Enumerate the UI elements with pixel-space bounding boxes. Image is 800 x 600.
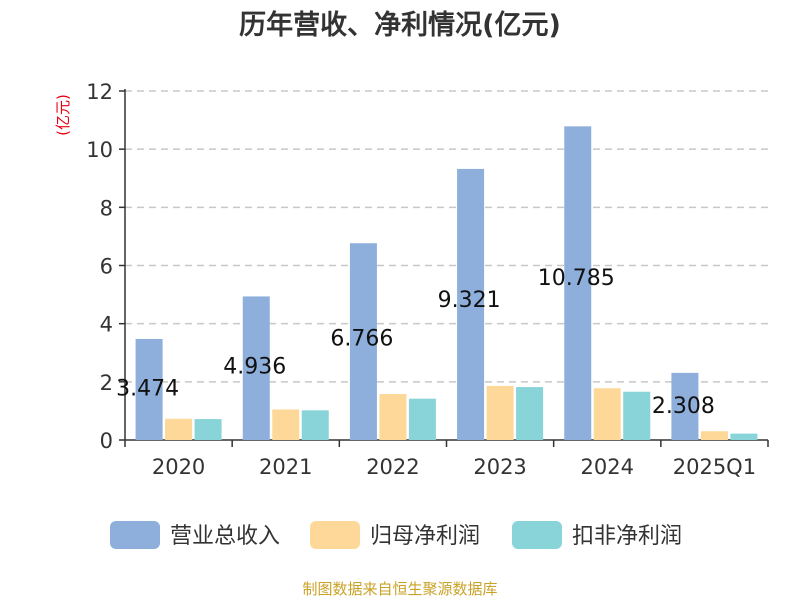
bar-2-3 [516,387,544,440]
bar-2-2 [408,398,436,440]
data-label: 4.936 [223,354,286,379]
data-label: 3.474 [116,376,179,401]
x-tick-label: 2022 [366,455,419,479]
data-label: 2.308 [652,394,715,419]
data-labels: 3.474 4.936 6.766 9.321 10.785 2.308 [116,266,715,419]
legend-label-2[interactable]: 扣非净利润 [572,524,682,549]
bar-1-2 [379,394,407,440]
x-tick-label: 2025Q1 [673,455,756,479]
bar-1-4 [593,388,621,440]
y-axis-unit-label: (亿元) [54,94,72,136]
bar-0-2 [349,243,377,440]
bar-0-3 [457,168,485,440]
bar-0-4 [564,126,592,441]
y-tick-label: 2 [100,371,113,395]
y-tick-label: 10 [86,138,113,162]
legend-label-0[interactable]: 营业总收入 [170,524,280,549]
bar-2-1 [301,410,329,440]
legend[interactable]: 营业总收入 归母净利润 扣非净利润 [110,521,682,549]
axes: 0 2 4 6 8 10 12 2020 2021 2022 2023 2024 2025Q1 [86,80,769,479]
y-tick-label: 4 [100,313,113,337]
y-tick-label: 12 [86,80,113,104]
data-label: 6.766 [330,327,393,352]
bar-2-5 [730,433,758,440]
x-tick-label: 2023 [473,455,526,479]
bar-2-0 [194,419,222,440]
bar-2-4 [623,391,651,440]
data-label: 9.321 [438,288,501,313]
legend-swatch-2[interactable] [512,521,562,549]
bar-0-1 [242,296,270,440]
bar-1-3 [486,385,514,440]
bar-1-5 [700,431,728,440]
bar-1-0 [165,418,193,440]
y-tick-label: 0 [100,429,113,453]
bar-1-1 [272,409,300,440]
x-tick-label: 2024 [581,455,634,479]
y-tick-label: 6 [100,255,113,279]
bar-0-0 [135,338,163,440]
x-tick-label: 2021 [259,455,312,479]
x-tick-label: 2020 [152,455,205,479]
legend-swatch-0[interactable] [110,521,160,549]
data-label: 10.785 [538,266,615,291]
bars [135,126,758,441]
y-tick-label: 8 [100,196,113,220]
legend-swatch-1[interactable] [310,521,360,549]
bar-0-5 [671,372,699,440]
source-note: 制图数据来自恒生聚源数据库 [302,580,497,598]
grid-lines [125,90,768,383]
legend-label-1[interactable]: 归母净利润 [370,524,480,549]
chart-title: 历年营收、净利情况(亿元) [239,9,561,41]
